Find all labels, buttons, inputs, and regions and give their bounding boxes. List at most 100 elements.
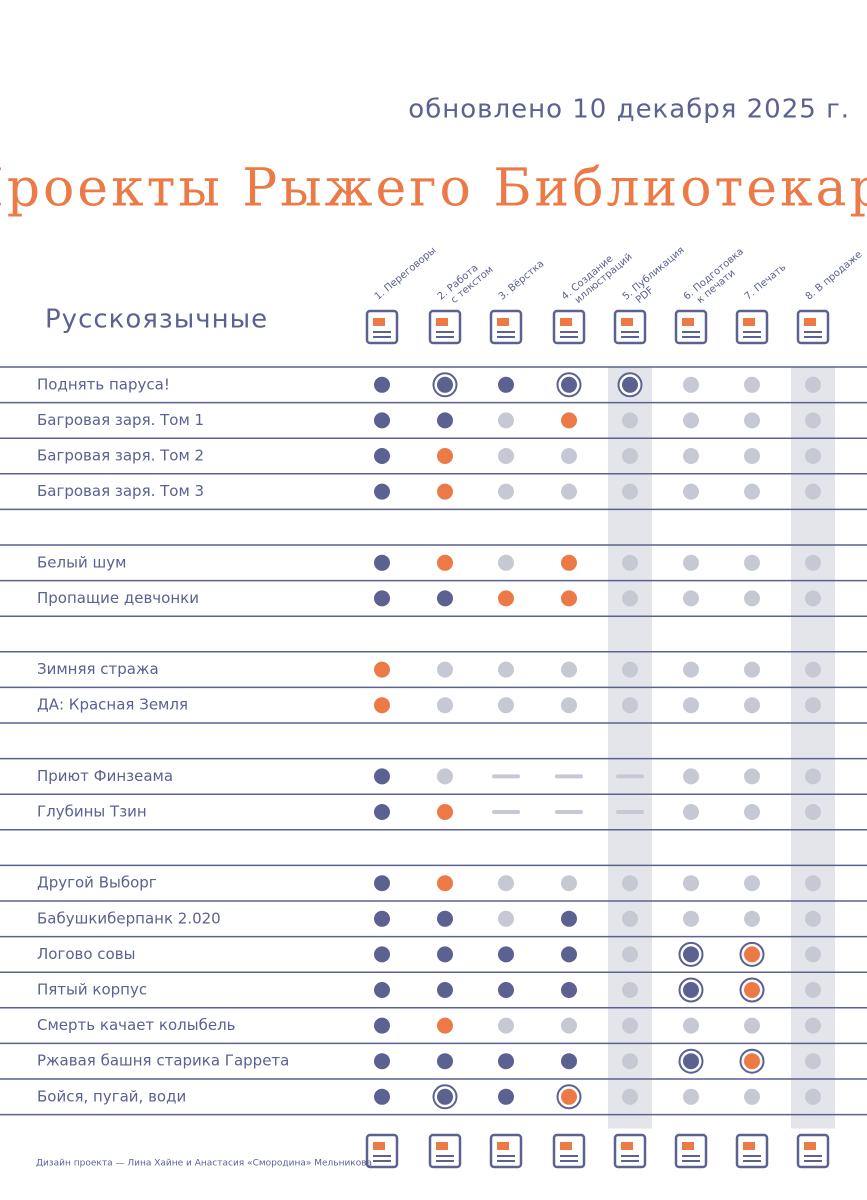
status-dot: [683, 982, 699, 998]
column-highlight: [791, 367, 835, 1129]
status-dot: [744, 768, 760, 785]
status-dot: [498, 946, 514, 963]
column-header: 4. Созданиеиллюстраций: [560, 243, 635, 311]
status-dot: [683, 661, 699, 678]
status-dot: [744, 982, 760, 998]
status-dot: [561, 946, 577, 963]
status-dot: [805, 1053, 821, 1070]
status-dot: [561, 1088, 577, 1105]
icon-accent: [743, 1142, 755, 1150]
icon-accent: [560, 318, 572, 326]
status-dot: [561, 483, 577, 500]
column-header: 2. Работас текстом: [436, 256, 496, 311]
status-dot: [744, 910, 760, 927]
icon-frame: [735, 309, 769, 345]
icon-frame: [735, 1133, 769, 1169]
status-dot: [374, 661, 390, 678]
status-dot: [561, 376, 577, 393]
status-dot: [744, 1053, 760, 1070]
status-dot: [437, 412, 453, 429]
project-title: Пропащие девчонки: [37, 589, 199, 607]
status-dot: [437, 946, 453, 963]
status-dot: [622, 412, 638, 429]
stage-icon: [674, 309, 708, 345]
project-title: ДА: Красная Земля: [37, 696, 188, 714]
status-dot: [805, 554, 821, 571]
status-dot: [805, 910, 821, 927]
stage-icon: [674, 1133, 708, 1169]
icon-frame: [489, 309, 523, 345]
icon-accent: [682, 318, 694, 326]
status-dot: [744, 804, 760, 820]
stage-icon: [489, 1133, 523, 1169]
icon-accent: [621, 1142, 633, 1150]
project-title: Смерть качает колыбель: [37, 1016, 236, 1034]
status-dot: [374, 448, 390, 464]
project-title: Бабушкиберпанк 2.020: [37, 909, 221, 927]
status-dot: [374, 1017, 390, 1034]
status-dot: [561, 910, 577, 927]
status-dot: [437, 910, 453, 927]
status-dot: [437, 982, 453, 998]
status-dot: [805, 412, 821, 429]
status-dot: [374, 804, 390, 820]
status-dot: [374, 946, 390, 963]
status-dot: [498, 376, 514, 393]
status-dot: [498, 875, 514, 892]
status-dot: [561, 554, 577, 571]
status-dot: [683, 768, 699, 785]
status-dot: [374, 768, 390, 785]
column-highlight: [608, 367, 652, 1129]
status-dot: [805, 448, 821, 464]
status-dot: [498, 554, 514, 571]
status-dot: [437, 483, 453, 500]
project-title: Багровая заря. Том 2: [37, 447, 204, 465]
column-header-line: 7. Печать: [743, 262, 789, 303]
icon-accent: [497, 1142, 509, 1150]
project-title: Бойся, пугай, води: [37, 1087, 186, 1105]
status-dot: [744, 590, 760, 607]
page-title: Проекты Рыжего Библиотекаря: [0, 159, 867, 219]
icon-frame: [796, 309, 830, 345]
status-dot: [622, 1017, 638, 1034]
status-dot: [805, 590, 821, 607]
status-dot: [622, 376, 638, 393]
status-dot: [498, 910, 514, 927]
icon-frame: [428, 309, 462, 345]
icon-frame: [613, 309, 647, 345]
column-header: 6. Подготовкак печати: [682, 246, 753, 311]
status-dot: [561, 875, 577, 892]
stage-icon: [796, 1133, 830, 1169]
project-title: Поднять паруса!: [37, 375, 170, 393]
icon-accent: [373, 318, 385, 326]
icon-frame: [674, 1133, 708, 1169]
status-dot: [805, 483, 821, 500]
status-dot: [805, 1017, 821, 1034]
stage-icon: [552, 309, 586, 345]
status-dot: [374, 590, 390, 607]
icon-accent: [621, 318, 633, 326]
column-header-line: 8. В продаже: [804, 249, 865, 302]
status-dot: [683, 1088, 699, 1105]
icon-frame: [489, 1133, 523, 1169]
status-dot: [805, 1088, 821, 1105]
project-title: Багровая заря. Том 3: [37, 482, 204, 500]
status-dot: [374, 982, 390, 998]
icon-frame: [796, 1133, 830, 1169]
status-dot: [805, 376, 821, 393]
column-header: 5. ПубликацияPDF: [621, 245, 694, 311]
status-dot: [622, 661, 638, 678]
stage-icon: [428, 1133, 462, 1169]
status-dot: [744, 448, 760, 464]
section-title: Русскоязычные: [45, 305, 268, 335]
icon-frame: [365, 1133, 399, 1169]
status-dot: [683, 483, 699, 500]
status-dot: [744, 697, 760, 714]
status-dot: [437, 661, 453, 678]
icon-accent: [804, 318, 816, 326]
status-dot: [437, 554, 453, 571]
status-dot: [437, 1053, 453, 1070]
status-dot: [374, 1053, 390, 1070]
status-dot: [374, 376, 390, 393]
status-dot: [561, 1053, 577, 1070]
